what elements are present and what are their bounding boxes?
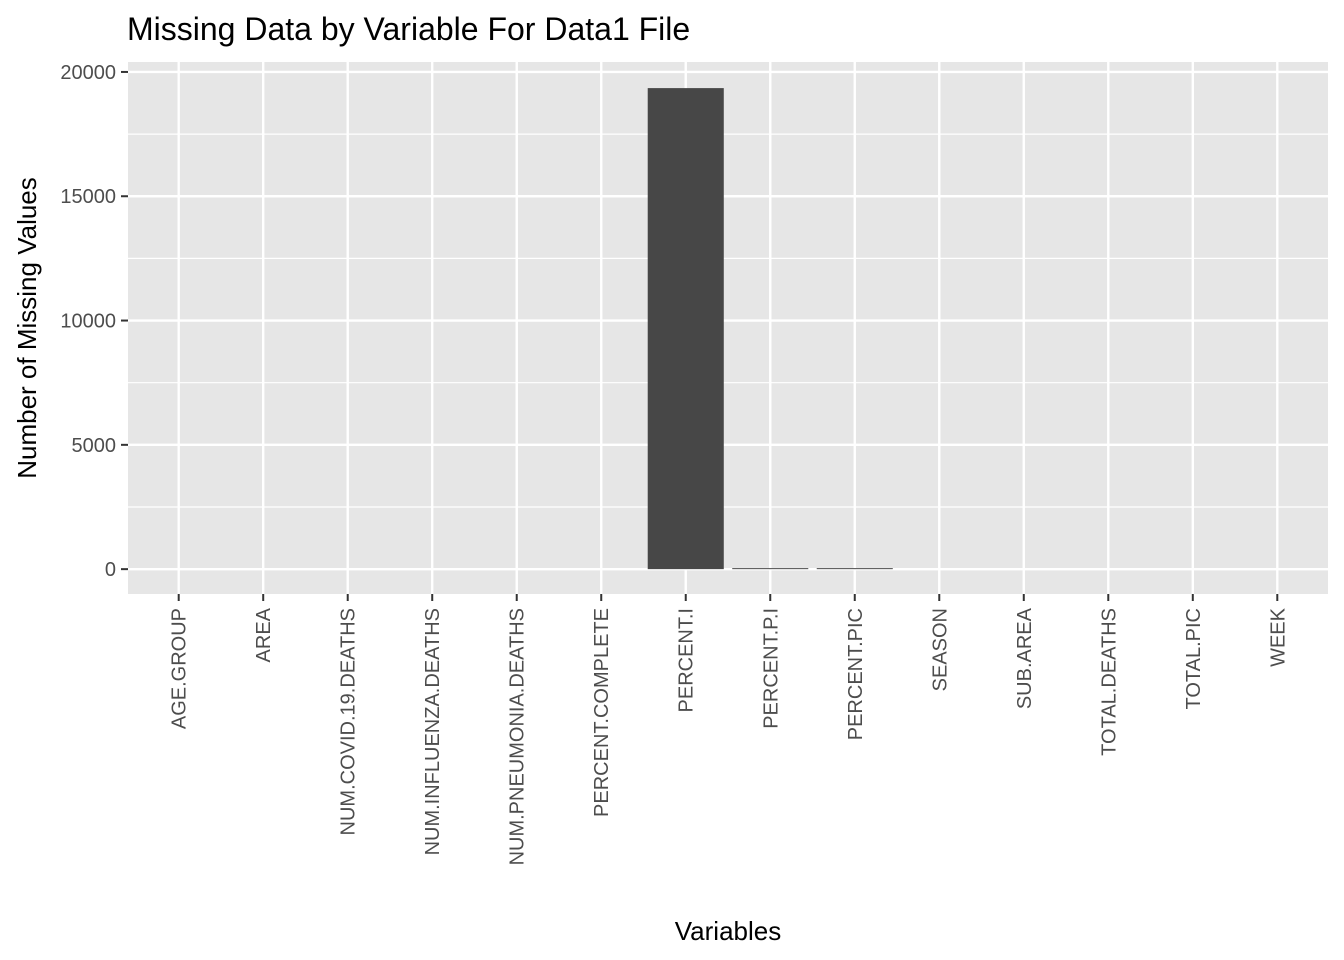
x-axis-title: Variables	[675, 916, 781, 946]
x-tick-label: PERCENT.I	[676, 608, 698, 712]
bar	[647, 88, 724, 570]
x-tick-label: WEEK	[1267, 607, 1289, 667]
x-axis-ticks: AGE.GROUP AREA NUM.COVID.19.DEATHS NUM.INFL…	[169, 594, 1289, 865]
bars	[647, 88, 893, 570]
x-tick-label: NUM.COVID.19.DEATHS	[338, 608, 360, 835]
plot-panel	[128, 62, 1328, 594]
minor-gridlines	[128, 133, 1328, 508]
major-gridlines	[128, 62, 1328, 594]
bar	[816, 568, 893, 570]
y-tick-label: 20000	[60, 62, 116, 84]
x-tick-label: NUM.PNEUMONIA.DEATHS	[507, 608, 529, 865]
x-tick-label: SUB.AREA	[1014, 607, 1036, 709]
x-tick-label: PERCENT.COMPLETE	[591, 608, 613, 817]
x-tick-label: TOTAL.PIC	[1183, 608, 1205, 710]
y-tick-label: 15000	[60, 186, 116, 208]
x-tick-label: PERCENT.PIC	[845, 608, 867, 740]
x-tick-label: PERCENT.P.I	[760, 608, 782, 729]
y-tick-label: 5000	[72, 435, 117, 457]
x-tick-label: TOTAL.DEATHS	[1098, 608, 1120, 756]
x-tick-label: SEASON	[929, 608, 951, 691]
x-tick-label: AGE.GROUP	[169, 608, 191, 729]
x-tick-label: NUM.INFLUENZA.DEATHS	[422, 608, 444, 855]
chart-title: Missing Data by Variable For Data1 File	[127, 11, 690, 47]
bar	[732, 568, 809, 570]
y-axis-title: Number of Missing Values	[12, 177, 42, 479]
y-tick-label: 0	[105, 559, 116, 581]
y-axis-ticks: 0 5000 10000 15000 20000	[60, 62, 128, 581]
x-tick-label: AREA	[253, 607, 275, 662]
y-tick-label: 10000	[60, 311, 116, 333]
